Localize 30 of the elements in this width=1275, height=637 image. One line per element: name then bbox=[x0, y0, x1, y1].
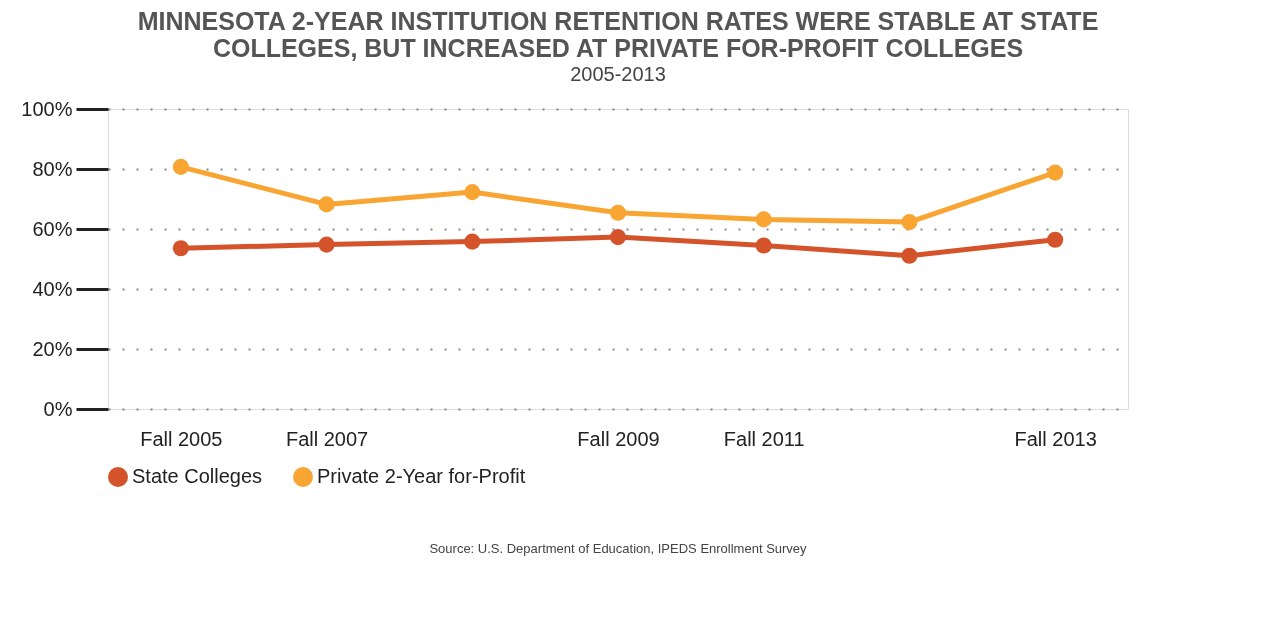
x-tick-label: Fall 2011 bbox=[723, 427, 805, 450]
point bbox=[901, 214, 918, 231]
y-tick-label: 80% bbox=[32, 157, 73, 180]
point bbox=[755, 237, 772, 254]
point bbox=[318, 196, 335, 213]
point bbox=[1047, 231, 1064, 248]
chart-subtitle: 2005-2013 bbox=[570, 63, 666, 85]
y-tick-label: 20% bbox=[32, 337, 73, 360]
y-tick-label: 60% bbox=[32, 217, 73, 240]
point bbox=[464, 233, 481, 250]
source-note: Source: U.S. Department of Education, IPEDS Enrollment Survey bbox=[429, 541, 808, 556]
chart-title: MINNESOTA 2-YEAR INSTITUTION RETENTION RATES WERE STABLE AT STATE COLLEGES, BUT INCREASED AT PRIVATE FOR-PROFIT COLLEGES bbox=[137, 7, 1099, 62]
point bbox=[464, 184, 481, 201]
point bbox=[609, 204, 627, 221]
point bbox=[901, 247, 918, 264]
point bbox=[318, 236, 335, 253]
legend-label: State Colleges bbox=[132, 465, 263, 487]
point bbox=[172, 240, 189, 257]
y-tick-label: 100% bbox=[21, 97, 73, 120]
x-tick-label: Fall 2005 bbox=[140, 427, 223, 450]
point bbox=[1047, 164, 1064, 181]
point bbox=[755, 211, 772, 228]
x-tick-label: Fall 2013 bbox=[1014, 427, 1097, 450]
y-tick-label: 0% bbox=[43, 397, 73, 420]
y-tick-label: 40% bbox=[32, 277, 73, 300]
point bbox=[172, 158, 189, 175]
x-tick-label: Fall 2009 bbox=[577, 427, 660, 450]
legend-label: Private 2-Year for-Profit bbox=[317, 465, 526, 487]
point bbox=[609, 229, 627, 246]
x-tick-label: Fall 2007 bbox=[285, 427, 369, 450]
